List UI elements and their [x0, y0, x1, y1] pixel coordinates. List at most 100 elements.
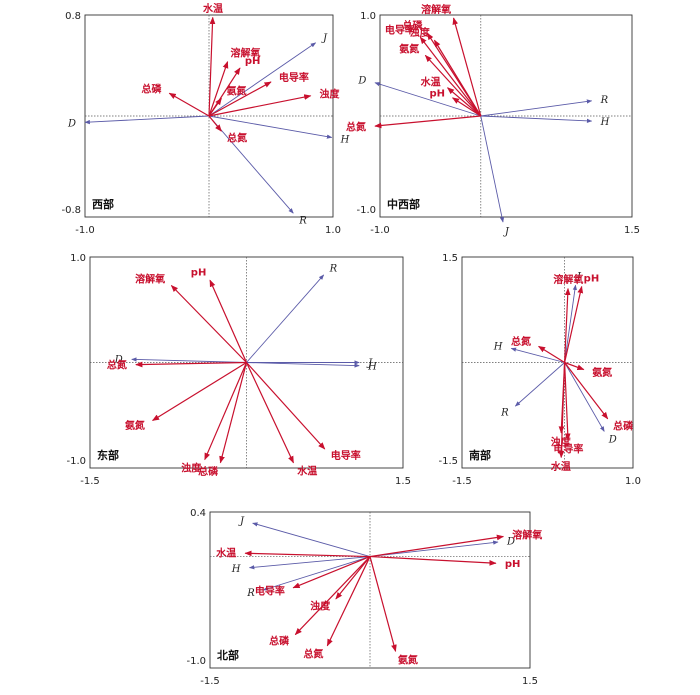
environment-label: 电导率 — [331, 449, 361, 462]
species-label: H — [231, 564, 241, 575]
environment-vector-arrow — [208, 97, 222, 117]
environment-vector-arrow — [244, 550, 371, 558]
environment-label: 总磷 — [198, 465, 219, 478]
environment-vector-arrow — [537, 345, 565, 364]
species-vector-arrow — [246, 362, 360, 368]
species-vector-arrow — [252, 522, 371, 558]
environment-label: 浊度 — [310, 599, 331, 612]
x-tick-label: -1.5 — [80, 476, 100, 487]
species-vector-arrow — [480, 115, 505, 223]
species-vector-arrow — [514, 362, 565, 407]
x-tick-label: 1.0 — [325, 225, 341, 236]
y-tick-label: -1.0 — [186, 656, 206, 667]
environment-vector-arrow — [219, 362, 248, 464]
environment-vector-arrow — [208, 94, 312, 117]
y-tick-label: 0.8 — [65, 11, 81, 22]
species-vector-arrow — [480, 115, 593, 123]
environment-vector-arrow — [369, 555, 497, 566]
environment-label: 总磷 — [613, 419, 634, 432]
environment-label: 溶解氧 — [512, 529, 542, 542]
x-tick-label: 1.5 — [522, 676, 538, 687]
x-tick-label: 1.0 — [625, 476, 641, 487]
environment-vector-arrow — [294, 556, 371, 636]
environment-label: 总磷 — [402, 19, 423, 32]
environment-vector-arrow — [374, 115, 481, 129]
environment-label: pH — [429, 88, 445, 99]
environment-label: 溶解氧 — [421, 3, 451, 16]
x-tick-label: 1.5 — [395, 476, 411, 487]
x-tick-label: 1.5 — [624, 225, 640, 236]
environment-label: 水温 — [296, 464, 317, 477]
species-vector-arrow — [262, 556, 371, 591]
environment-label: 氨氮 — [398, 653, 418, 666]
environment-vector-arrow — [564, 362, 609, 420]
panel-region-label: 东部 — [97, 448, 119, 462]
environment-label: 总氮 — [227, 132, 247, 145]
species-vector-arrow — [131, 357, 247, 363]
environment-label: 总氮 — [107, 358, 127, 371]
environment-label: 溶解氧 — [553, 273, 583, 286]
species-label: D — [67, 118, 76, 129]
y-tick-label: 1.5 — [442, 253, 458, 264]
species-label: R — [600, 95, 609, 106]
environment-vector-arrow — [326, 556, 371, 647]
species-vector-arrow — [369, 540, 499, 558]
environment-label: pH — [245, 56, 261, 67]
species-vector-arrow — [84, 115, 210, 125]
species-vector-arrow — [374, 82, 481, 117]
environment-vector-arrow — [204, 362, 248, 461]
environment-label: 电导率 — [553, 442, 583, 455]
panel-region-label: 南部 — [469, 448, 491, 462]
environment-vector-arrow — [558, 362, 566, 459]
environment-label: 总氮 — [511, 335, 531, 348]
species-label: H — [493, 342, 503, 353]
species-vector-arrow — [248, 556, 371, 570]
environment-label: 氨氮 — [125, 419, 145, 432]
environment-vector-arrow — [292, 556, 371, 589]
species-vector-arrow — [564, 284, 578, 363]
environment-label: 电导率 — [385, 24, 415, 37]
y-tick-label: -0.8 — [61, 205, 81, 216]
species-label: D — [608, 435, 617, 446]
environment-vector-arrow — [246, 362, 326, 450]
species-vector-arrow — [208, 115, 294, 214]
panel-region-label: 北部 — [217, 648, 239, 662]
environment-vector-arrow — [451, 97, 482, 117]
species-vector-arrow — [208, 42, 317, 117]
y-tick-label: 1.0 — [360, 11, 376, 22]
x-tick-label: -1.5 — [452, 476, 472, 487]
panel-region-label: 中西部 — [387, 197, 420, 211]
species-vector-arrow — [246, 274, 325, 363]
y-tick-label: 0.4 — [190, 508, 206, 519]
environment-label: pH — [191, 267, 207, 278]
species-label: J — [321, 33, 328, 44]
environment-label: 氨氮 — [592, 366, 612, 379]
environment-label: 浊度 — [181, 461, 202, 474]
species-label: H — [600, 117, 610, 128]
environment-label: 电导率 — [255, 585, 285, 598]
environment-vector-arrow — [209, 279, 248, 363]
environment-label: 浊度 — [320, 88, 341, 101]
x-tick-label: -1.0 — [75, 225, 95, 236]
environment-label: 氨氮 — [399, 42, 419, 55]
species-label: R — [246, 588, 255, 599]
environment-label: 总氮 — [346, 120, 366, 133]
y-tick-label: 1.0 — [70, 253, 86, 264]
species-label: R — [298, 216, 307, 227]
environment-vector-arrow — [564, 287, 571, 363]
species-label: D — [357, 75, 366, 86]
species-label: J — [238, 516, 245, 527]
species-label: H — [367, 361, 377, 372]
species-label: J — [575, 272, 582, 283]
environment-vector-arrow — [208, 16, 216, 117]
environment-vector-arrow — [135, 361, 247, 368]
species-vector-arrow — [510, 347, 565, 363]
environment-vector-arrow — [564, 361, 585, 371]
environment-vector-arrow — [335, 556, 371, 600]
